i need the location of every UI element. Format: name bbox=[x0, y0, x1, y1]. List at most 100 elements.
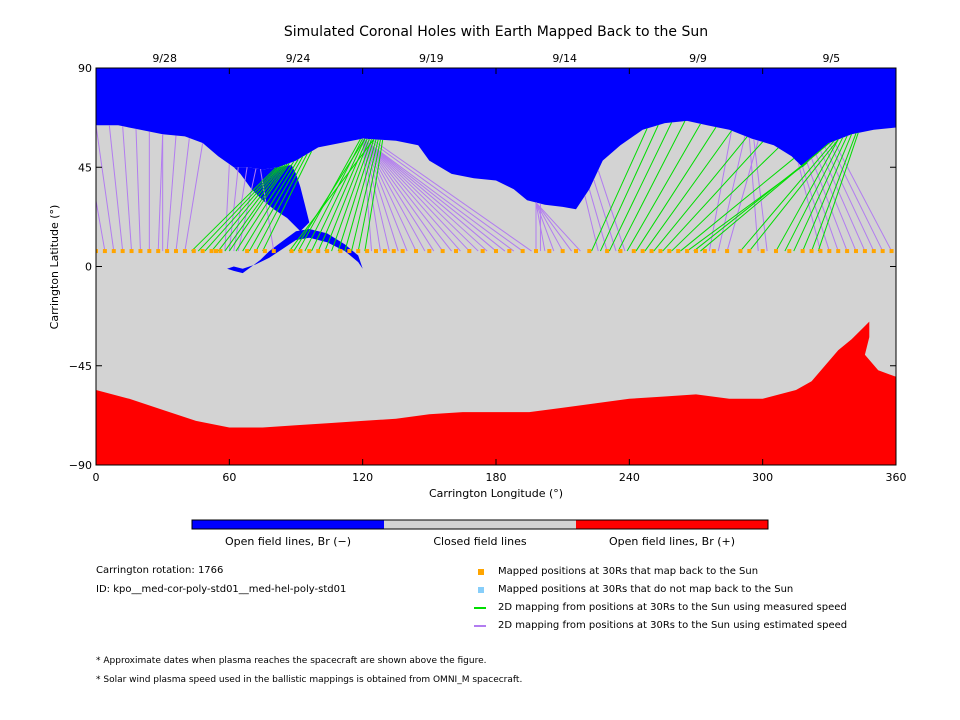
mapped-point bbox=[454, 249, 458, 254]
mapped-point bbox=[338, 249, 343, 254]
mapped-point bbox=[725, 249, 730, 254]
estimated-speed-line bbox=[237, 168, 257, 252]
mapped-point bbox=[880, 249, 885, 254]
measured-speed-line bbox=[228, 162, 290, 252]
measured-speed-line bbox=[635, 126, 717, 252]
legend-label: 2D mapping from positions at 30Rs to the… bbox=[498, 602, 847, 613]
axis-ticks: 0 60 120 180 240 300 360 90 45 0 −45 −90 bbox=[69, 62, 907, 484]
mapped-point bbox=[271, 249, 276, 254]
colorbar-frame bbox=[191, 519, 769, 530]
mapped-point bbox=[560, 249, 565, 254]
measured-speed-line bbox=[224, 163, 288, 252]
measured-speed-line bbox=[644, 130, 732, 252]
mapped-point bbox=[694, 249, 698, 254]
mapped-point bbox=[658, 249, 663, 254]
mapped-point bbox=[818, 249, 823, 254]
mapped-point bbox=[827, 249, 832, 254]
mapped-point bbox=[254, 249, 258, 254]
colorbar-segment bbox=[384, 520, 576, 529]
mapped-point bbox=[809, 249, 814, 254]
mapped-point bbox=[640, 249, 645, 254]
y-axis-label: Carrington Latitude (°) bbox=[48, 205, 61, 330]
estimated-speed-field-lines bbox=[96, 125, 892, 252]
estimated-speed-line bbox=[828, 142, 884, 252]
measured-speed-line bbox=[357, 139, 381, 252]
mapped-point bbox=[391, 249, 396, 254]
date-tick-labels: 9/28 9/24 9/19 9/14 9/9 9/5 bbox=[152, 52, 840, 65]
estimated-speed-line bbox=[362, 138, 470, 252]
estimated-speed-line bbox=[362, 138, 479, 252]
estimated-speed-line bbox=[175, 137, 190, 252]
mapped-point bbox=[316, 249, 321, 254]
mapped-point bbox=[631, 249, 636, 254]
y-tick-label: 90 bbox=[78, 62, 92, 75]
measured-speed-line bbox=[680, 158, 795, 252]
estimated-speed-line bbox=[802, 167, 830, 252]
y-tick-label: 45 bbox=[78, 161, 92, 174]
measured-speed-line bbox=[784, 137, 844, 252]
measured-speed-line bbox=[331, 138, 373, 252]
measured-speed-line bbox=[344, 139, 377, 252]
mapped-point bbox=[365, 249, 370, 254]
x-axis-label: Carrington Longitude (°) bbox=[429, 487, 563, 500]
mapped-point bbox=[200, 249, 205, 254]
estimated-speed-line bbox=[753, 139, 768, 252]
measured-speed-line bbox=[304, 138, 364, 252]
estimated-speed-line bbox=[233, 167, 248, 252]
estimated-speed-line bbox=[708, 130, 733, 252]
measured-speed-line bbox=[351, 139, 379, 252]
mapped-point bbox=[191, 249, 196, 254]
estimated-speed-line bbox=[362, 138, 408, 252]
mapped-point bbox=[440, 249, 445, 254]
date-tick-label: 9/24 bbox=[286, 52, 311, 65]
estimated-speed-line bbox=[362, 138, 452, 252]
estimated-speed-line bbox=[362, 138, 417, 252]
legend-label: Mapped positions at 30Rs that do not map… bbox=[498, 584, 794, 595]
mapped-point bbox=[667, 249, 672, 254]
mapped-point bbox=[414, 249, 418, 254]
mapped-point bbox=[605, 249, 610, 254]
mapped-point bbox=[738, 249, 743, 254]
mapped-point bbox=[889, 249, 894, 254]
mapped-point bbox=[307, 249, 312, 254]
measured-speed-line bbox=[599, 124, 659, 252]
legend-label: Mapped positions at 30Rs that map back t… bbox=[498, 566, 759, 577]
date-tick-label: 9/19 bbox=[419, 52, 444, 65]
measured-speed-line bbox=[242, 159, 299, 252]
measured-speed-line bbox=[817, 132, 859, 252]
mapped-point bbox=[129, 249, 134, 254]
north-coronal-hole bbox=[96, 68, 896, 210]
estimated-speed-line bbox=[96, 197, 106, 252]
x-tick-label: 360 bbox=[886, 471, 907, 484]
measured-speed-line bbox=[235, 161, 295, 252]
date-tick-label: 9/14 bbox=[552, 52, 577, 65]
mapped-point bbox=[289, 249, 294, 254]
colorbar-segment bbox=[576, 520, 768, 529]
measured-speed-line bbox=[311, 138, 366, 252]
estimated-speed-line bbox=[362, 138, 497, 252]
mapped-point bbox=[618, 249, 623, 254]
mapped-point bbox=[534, 249, 538, 254]
estimated-speed-line bbox=[535, 202, 564, 252]
mapped-point bbox=[787, 249, 792, 254]
mapped-point bbox=[400, 249, 405, 254]
mapped-point bbox=[774, 249, 778, 254]
mapped-point bbox=[871, 249, 876, 254]
measured-speed-line bbox=[608, 122, 673, 252]
mapped-point bbox=[120, 249, 125, 254]
mapped-point bbox=[520, 249, 525, 254]
colorbar-label: Open field lines, Br (+) bbox=[609, 535, 735, 548]
y-tick-label: 0 bbox=[85, 261, 92, 274]
measured-speed-line bbox=[653, 136, 748, 252]
measured-speed-line bbox=[626, 123, 701, 252]
estimated-speed-line bbox=[96, 125, 115, 252]
estimated-speed-line bbox=[833, 140, 892, 252]
estimated-speed-line bbox=[806, 162, 839, 252]
mapped-point bbox=[760, 249, 765, 254]
estimated-speed-line bbox=[535, 202, 546, 252]
date-tick-label: 9/9 bbox=[689, 52, 707, 65]
measured-speed-line bbox=[748, 139, 839, 252]
orange-square-icon bbox=[478, 569, 484, 575]
measured-speed-line bbox=[317, 138, 368, 252]
